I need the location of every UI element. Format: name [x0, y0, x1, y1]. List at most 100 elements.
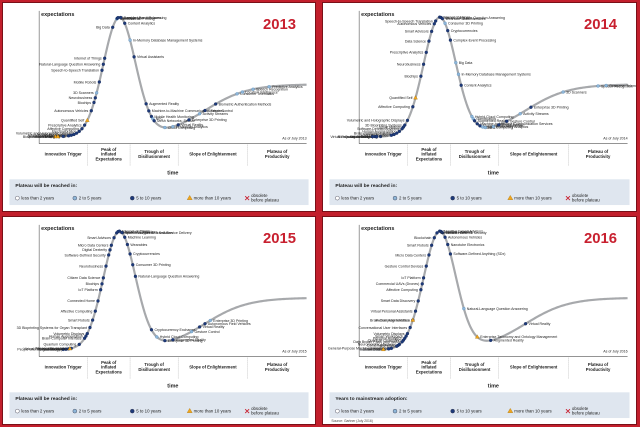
phase-label: Innovation Trigger	[365, 365, 402, 370]
triangle-marker	[410, 317, 416, 322]
technology-point: Natural-Language Question Answering	[39, 62, 105, 67]
technology-point: 3D Scanners	[561, 90, 587, 94]
technology-label: Quantum Computing	[28, 135, 61, 139]
navy-dot-marker	[69, 133, 73, 137]
technology-point: Smart Data Discovery	[381, 299, 420, 303]
technology-label: Brain-Computer Interface	[42, 337, 82, 341]
technology-label: Internet of Things	[443, 15, 471, 19]
navy-dot-marker	[120, 231, 124, 235]
technology-point: Biometric Authentication Methods	[214, 102, 271, 106]
light-dot-marker	[251, 87, 255, 91]
navy-dot-marker	[419, 288, 423, 292]
navy-dot-marker	[93, 309, 97, 313]
as-of-date: As of July 2015	[282, 350, 306, 354]
technology-label: Affective Computing	[386, 288, 418, 292]
legend-label: less than 2 years	[341, 409, 375, 414]
technology-label: Virtual Reality	[502, 123, 524, 127]
phase-label: Innovation Trigger	[45, 152, 82, 157]
technology-point: Quantum Computing	[28, 135, 65, 139]
technology-label: Augmented Reality	[176, 338, 206, 342]
navy-dot-marker	[370, 135, 375, 139]
technology-point: Data Broker PaaS (dbrPaaS)	[353, 340, 404, 344]
technology-point: 802.11ax	[379, 344, 399, 349]
legend-item: more than 10 years	[186, 408, 232, 414]
navy-dot-marker	[133, 274, 138, 278]
technology-point: Consumer Telematics	[235, 92, 274, 96]
triangle-marker	[67, 346, 73, 351]
navy-dot-marker	[374, 134, 379, 139]
technology-point: Autonomous Vehicles	[54, 109, 93, 113]
navy-dot-marker	[100, 282, 104, 286]
technology-label: Autonomous Field Vehicles	[208, 322, 251, 326]
navy-dot-marker	[214, 102, 218, 106]
technology-point: Augmented Reality	[171, 338, 206, 342]
navy-dot-marker	[109, 243, 113, 247]
navy-dot-marker	[408, 325, 412, 330]
technology-label: General-Purpose Machine Intelligence	[328, 347, 388, 351]
navy-dot-marker	[421, 276, 426, 280]
technology-point: Prescriptive Analytics	[390, 51, 428, 55]
technology-label: Brain-Computer Interface	[370, 318, 410, 322]
technology-label: Cloud Computing	[168, 126, 195, 130]
technology-label: In-Memory Database Management Systems	[461, 73, 531, 77]
technology-point: Cloud Computing	[163, 126, 195, 130]
technology-label: Gamification	[120, 17, 140, 21]
navy-dot-marker	[152, 119, 156, 123]
technology-point: Mesh Networks: Sensor	[152, 119, 196, 123]
legend-item: less than 2 years	[335, 196, 375, 201]
technology-label: Smart Robots	[407, 244, 429, 248]
technology-point: General-Purpose Machine Intelligence	[328, 347, 394, 351]
phase-label: Slope of Enlightenment	[510, 365, 558, 370]
y-axis-label: expectations	[41, 12, 74, 18]
technology-label: Speech-to-Speech Translation	[51, 69, 99, 73]
navy-dot-marker	[116, 16, 120, 20]
technology-point: Virtual Assistants	[132, 55, 164, 59]
technology-label: Digital Security	[350, 135, 374, 139]
navy-dot-marker	[101, 62, 105, 66]
navy-dot-marker	[123, 21, 127, 25]
technology-label: Machine-to-Machine Communication Service…	[152, 109, 225, 113]
legend-item: more than 10 years	[507, 408, 553, 414]
technology-label: IoT Platform	[401, 276, 420, 280]
technology-point: Enterprise 3D Printing	[163, 339, 203, 343]
navy-dot-marker	[440, 231, 445, 235]
technology-label: Augmented Reality	[494, 339, 524, 343]
technology-label: Personal Analytics	[373, 337, 402, 341]
navy-dot-marker	[91, 318, 95, 322]
phase-label: Peak of Inflated Expectations	[416, 147, 443, 162]
technology-label: Software-Defined Anything	[357, 127, 399, 131]
technology-label: Quantum Computing	[44, 343, 77, 347]
technology-label: Advanced Analytics with Self-Service Del…	[120, 231, 192, 235]
navy-dot-marker	[395, 344, 399, 348]
technology-point: Speech-to-Speech Translation	[385, 19, 438, 23]
technology-label: Consumer 3D Printing	[136, 263, 171, 267]
technology-point: Virtual Reality	[176, 123, 203, 127]
technology-point: Quantum Computing	[345, 135, 383, 139]
technology-point: Cryptocurrencies	[446, 29, 478, 33]
navy-dot-marker	[446, 29, 450, 33]
navy-dot-marker	[123, 235, 127, 239]
legend-label: obsolete	[251, 193, 268, 198]
technology-label: Digital Security	[39, 348, 63, 352]
technology-point: Machine-to-Machine Communication Service…	[475, 122, 553, 126]
navy-dot-marker	[395, 131, 399, 135]
navy-dot-marker	[132, 55, 136, 59]
navy-dot-marker	[197, 325, 202, 329]
technology-point: 4D Printing	[368, 347, 391, 351]
y-axis-label: expectations	[41, 226, 74, 232]
technology-label: Smart Dust	[49, 347, 67, 351]
navy-dot-marker	[405, 118, 410, 123]
navy-dot-marker	[187, 118, 191, 122]
navy-dot-icon	[130, 408, 135, 414]
technology-label: Wearable User Interfaces	[445, 17, 485, 21]
technology-point: Enterprise 3D Printing	[187, 118, 227, 122]
technology-point: Virtual Reality	[497, 123, 524, 127]
navy-dot-marker	[100, 68, 104, 72]
technology-point: Machine-to-Machine Communication Service…	[147, 109, 224, 113]
navy-dot-marker	[85, 331, 89, 336]
technology-label: Volumetric and Holographic Displays	[16, 131, 74, 135]
technology-point: In-Memory Analytics	[491, 125, 528, 129]
technology-point: Human Augmentation	[362, 130, 402, 134]
technology-point: Hybrid Cloud Computing	[470, 115, 514, 119]
technology-label: Brain-Computer Interface	[28, 134, 68, 138]
